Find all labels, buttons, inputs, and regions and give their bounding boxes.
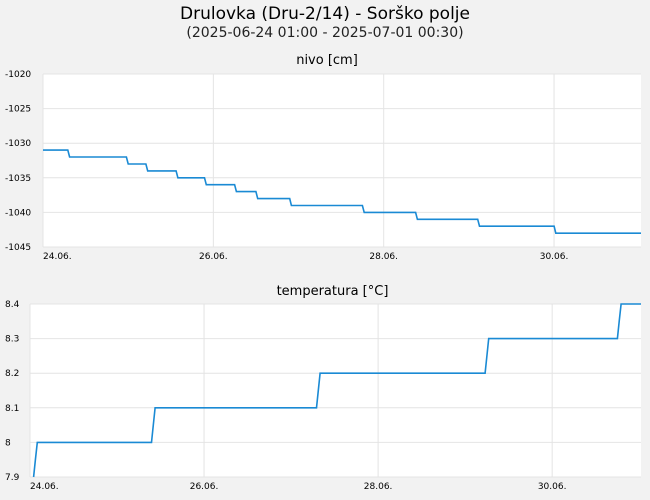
y-tick-label: -1045 xyxy=(5,243,31,253)
y-tick-label: 8 xyxy=(5,438,11,448)
y-tick-label: 8.3 xyxy=(5,335,19,345)
series-line-2 xyxy=(32,303,641,478)
y-tick-label: -1025 xyxy=(5,105,31,115)
y-tick-label: -1035 xyxy=(5,174,31,184)
x-tick-label: 30.06. xyxy=(540,252,569,262)
x-tick-label: 28.06. xyxy=(364,482,393,492)
y-tick-label: 8.4 xyxy=(5,300,20,310)
y-tick-label: 8.1 xyxy=(5,404,19,414)
y-tick-label: -1030 xyxy=(5,139,31,149)
x-tick-label: 26.06. xyxy=(199,252,228,262)
y-tick-label: -1020 xyxy=(5,70,31,80)
x-tick-label: 30.06. xyxy=(538,482,567,492)
x-tick-label: 24.06. xyxy=(43,252,72,262)
y-tick-label: 8.2 xyxy=(5,369,19,379)
y-tick-label: 7.9 xyxy=(5,473,20,483)
chart-title-1: nivo [cm] xyxy=(296,53,358,68)
page-title: Drulovka (Dru-2/14) - Sorško polje xyxy=(180,4,470,24)
x-tick-label: 24.06. xyxy=(30,482,59,492)
x-tick-label: 26.06. xyxy=(190,482,219,492)
plot-area-2 xyxy=(30,304,641,477)
plot-area-1 xyxy=(43,74,641,247)
date-range-subtitle: (2025-06-24 01:00 - 2025-07-01 00:30) xyxy=(186,25,464,41)
y-tick-label: -1040 xyxy=(5,208,31,218)
x-tick-label: 28.06. xyxy=(369,252,398,262)
chart-title-2: temperatura [°C] xyxy=(277,284,389,299)
series-line-1 xyxy=(43,149,641,234)
